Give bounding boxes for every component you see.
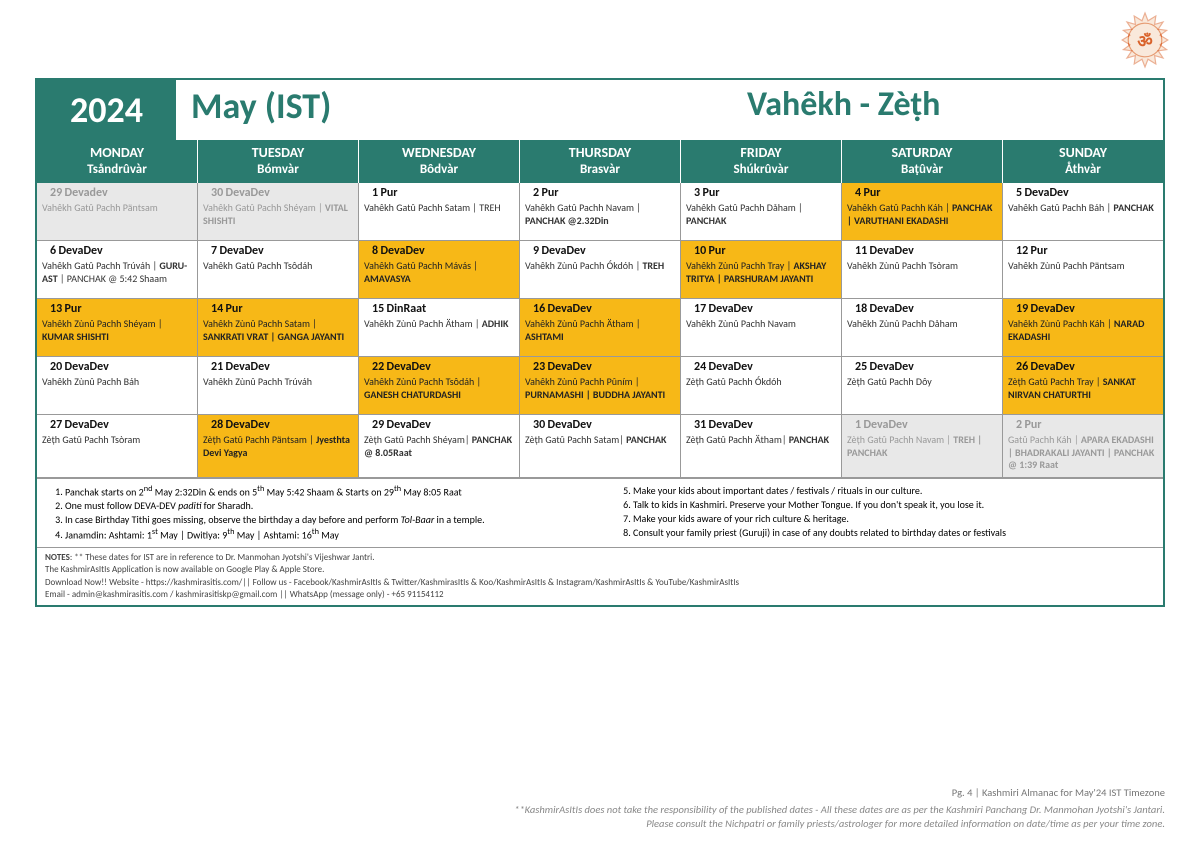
calendar-cell: 29 DevadevVahêkh Gatû Pachh Päntsam: [37, 183, 198, 241]
calendar-cell: 22 DevaDevVahêkh Zùnû Pachh Tsôdáh | GAN…: [359, 357, 520, 415]
month-kashmiri-label: Vahêkh - Zèṭh: [733, 80, 1163, 140]
calendar-cell: 28 DevaDevZèṭh Gatû Pachh Päntsam | Jyes…: [198, 415, 359, 478]
weekday-header: WEDNESDAYBôdvàr: [359, 140, 520, 183]
month-english-label: May (IST): [177, 80, 733, 140]
calendar-cell: 1 DevaDevZèṭh Gatû Pachh Navam | TREH | …: [842, 415, 1003, 478]
calendar-cell: 25 DevaDevZèṭh Gatû Pachh Dôy: [842, 357, 1003, 415]
note-item: Janamdin: Ashtami: 1st May | Dwitiya: 9t…: [65, 527, 585, 542]
calendar-row: 20 DevaDevVahêkh Zùnû Pachh Báh21 DevaDe…: [37, 357, 1163, 415]
calendar-cell: 10 PurVahêkh Zùnû Pachh Tray | AKSHAY TR…: [681, 241, 842, 299]
weekday-header: SATURDAYBaṭûvàr: [842, 140, 1003, 183]
weekday-header: FRIDAYShúkrûvàr: [681, 140, 842, 183]
calendar-row: 29 DevadevVahêkh Gatû Pachh Päntsam30 De…: [37, 183, 1163, 241]
calendar-cell: 2 PurVahêkh Gatû Pachh Navam | PANCHAK @…: [520, 183, 681, 241]
calendar-cell: 8 DevaDevVahêkh Gatû Pachh Mávás | AMAVA…: [359, 241, 520, 299]
calendar-row: 27 DevaDevZèṭh Gatû Pachh Tsòram28 DevaD…: [37, 415, 1163, 478]
calendar-cell: 7 DevaDevVahêkh Gatû Pachh Tsôdáh: [198, 241, 359, 299]
calendar-cell: 14 PurVahêkh Zùnû Pachh Satam | SANKRATI…: [198, 299, 359, 357]
calendar-cell: 3 PurVahêkh Gatû Pachh Dåham | PANCHAK: [681, 183, 842, 241]
calendar-cell: 26 DevaDevZèṭh Gatû Pachh Tray | SANKAT …: [1003, 357, 1163, 415]
calendar-cell: 9 DevaDevVahêkh Zùnû Pachh Ókdóh | TREH: [520, 241, 681, 299]
calendar-cell: 4 PurVahêkh Gatû Pachh Káh | PANCHAK | V…: [842, 183, 1003, 241]
calendar-cell: 13 PurVahêkh Zùnû Pachh Shéyam | KUMAR S…: [37, 299, 198, 357]
weekday-header: SUNDAYÅthvàr: [1003, 140, 1163, 183]
calendar-row: 6 DevaDevVahêkh Gatû Pachh Trúváh | GURU…: [37, 241, 1163, 299]
weekday-header: TUESDAYBómvàr: [198, 140, 359, 183]
calendar-cell: 19 DevaDevVahêkh Zùnû Pachh Káh | NARAD …: [1003, 299, 1163, 357]
calendar-cell: 1 PurVahêkh Gatû Pachh Satam | TREH: [359, 183, 520, 241]
weekday-header: MONDAYTsåndrûvàr: [37, 140, 198, 183]
calendar-cell: 29 DevaDevZèṭh Gatû Pachh Shéyam| PANCHA…: [359, 415, 520, 478]
page-footer: Pg. 4 | Kashmiri Almanac for May'24 IST …: [35, 786, 1165, 832]
calendar-cell: 17 DevaDevVahêkh Zùnû Pachh Navam: [681, 299, 842, 357]
calendar-cell: 16 DevaDevVahêkh Zùnû Pachh Ätham | ASHT…: [520, 299, 681, 357]
calendar-row: 13 PurVahêkh Zùnû Pachh Shéyam | KUMAR S…: [37, 299, 1163, 357]
notes-footer: NOTES: ** These dates for IST are in ref…: [37, 547, 1163, 605]
calendar-cell: 18 DevaDevVahêkh Zùnû Pachh Dåham: [842, 299, 1003, 357]
calendar-cell: 5 DevaDevVahêkh Gatû Pachh Báh | PANCHAK: [1003, 183, 1163, 241]
calendar-cell: 23 DevaDevVahêkh Zùnû Pachh Pûním | PURN…: [520, 357, 681, 415]
note-item: Make your kids aware of your rich cultur…: [633, 512, 1153, 526]
note-item: Talk to kids in Kashmiri. Preserve your …: [633, 498, 1153, 512]
calendar-cell: 30 DevaDevZèṭh Gatû Pachh Satam| PANCHAK: [520, 415, 681, 478]
calendar-cell: 30 DevaDevVahêkh Gatû Pachh Shéyam | VIT…: [198, 183, 359, 241]
calendar-body: 29 DevadevVahêkh Gatû Pachh Päntsam30 De…: [37, 183, 1163, 478]
calendar-cell: 15 DinRaatVahêkh Zùnû Pachh Ätham | ADHI…: [359, 299, 520, 357]
calendar-cell: 31 DevaDevZèṭh Gatû Pachh Ätham| PANCHAK: [681, 415, 842, 478]
weekday-header-row: MONDAYTsåndrûvàrTUESDAYBómvàrWEDNESDAYBô…: [37, 140, 1163, 183]
calendar-cell: 2 PurGatû Pachh Káh | APARA EKADASHI | B…: [1003, 415, 1163, 478]
brand-logo-icon: ॐ: [1115, 10, 1175, 70]
note-item: Consult your family priest (Guruji) in c…: [633, 526, 1153, 540]
weekday-header: THURSDAYBrasvàr: [520, 140, 681, 183]
year-label: 2024: [37, 80, 177, 140]
disclaimer-line-1: **KashmirAsItIs does not take the respon…: [514, 803, 1165, 816]
notes-column-left: Panchak starts on 2nd May 2:32Din & ends…: [47, 484, 585, 543]
note-item: Panchak starts on 2nd May 2:32Din & ends…: [65, 484, 585, 499]
disclaimer-line-2: Please consult the Nichpatri or family p…: [646, 817, 1165, 830]
calendar-cell: 11 DevaDevVahêkh Zùnû Pachh Tsòram: [842, 241, 1003, 299]
note-item: Make your kids about important dates / f…: [633, 484, 1153, 498]
calendar-cell: 21 DevaDevVahêkh Zùnû Pachh Trúváh: [198, 357, 359, 415]
calendar-cell: 24 DevaDevZèṭh Gatû Pachh Ókdóh: [681, 357, 842, 415]
calendar-container: 2024 May (IST) Vahêkh - Zèṭh MONDAYTsånd…: [35, 78, 1165, 607]
calendar-cell: 6 DevaDevVahêkh Gatû Pachh Trúváh | GURU…: [37, 241, 198, 299]
calendar-cell: 20 DevaDevVahêkh Zùnû Pachh Báh: [37, 357, 198, 415]
note-item: One must follow DEVA-DEV paditi for Shar…: [65, 499, 585, 513]
calendar-cell: 12 PurVahêkh Zùnû Pachh Päntsam: [1003, 241, 1163, 299]
page-number-label: Pg. 4 | Kashmiri Almanac for May'24 IST …: [35, 786, 1165, 801]
calendar-cell: 27 DevaDevZèṭh Gatû Pachh Tsòram: [37, 415, 198, 478]
note-item: In case Birthday Tithi goes missing, obs…: [65, 513, 585, 527]
title-row: 2024 May (IST) Vahêkh - Zèṭh: [37, 80, 1163, 140]
notes-row: Panchak starts on 2nd May 2:32Din & ends…: [37, 478, 1163, 548]
notes-column-right: Make your kids about important dates / f…: [615, 484, 1153, 543]
svg-text:ॐ: ॐ: [1137, 31, 1152, 52]
